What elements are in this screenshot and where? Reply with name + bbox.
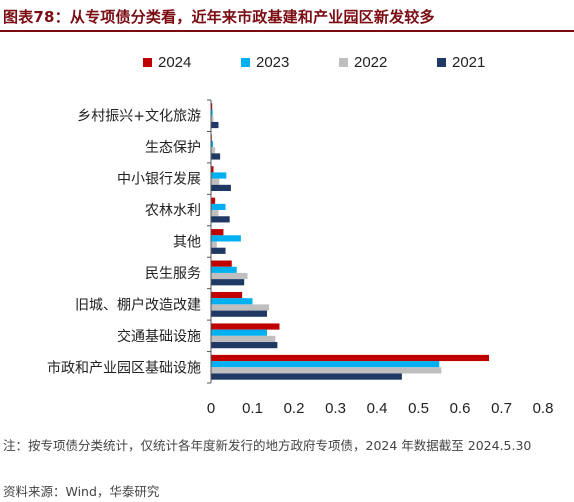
bar-2024 xyxy=(211,354,490,362)
y-tick-label: 生态保护 xyxy=(145,140,201,156)
bar-2021 xyxy=(211,373,402,380)
y-tick-label: 中小银行发展 xyxy=(117,172,201,188)
bar-2023 xyxy=(211,298,253,305)
x-tick-label: 0.2 xyxy=(284,400,305,417)
bar-2024 xyxy=(211,323,280,330)
legend-swatch xyxy=(437,57,446,67)
bar-2023 xyxy=(211,140,214,148)
y-tick-label: 民生服务 xyxy=(145,266,201,282)
chart-note: 注：按专项债分类统计，仅统计各年度新发行的地方政府专项债，2024 年数据截至 … xyxy=(3,438,532,453)
x-tick-label: 0.8 xyxy=(533,400,554,417)
bar-2022 xyxy=(211,210,219,217)
bar-2024 xyxy=(211,229,224,236)
bar-2022 xyxy=(211,115,214,122)
bar-2022 xyxy=(211,241,217,248)
y-tick-label: 交通基础设施 xyxy=(117,328,201,345)
bar-2021 xyxy=(211,121,219,129)
legend-item-2022: 2022 xyxy=(339,52,387,72)
chart-source: 资料来源：Wind，华泰研究 xyxy=(3,484,160,499)
y-tick-label: 乡村振兴+文化旅游 xyxy=(77,109,201,125)
y-tick-label: 市政和产业园区基础设施 xyxy=(47,359,201,376)
legend-label: 2021 xyxy=(452,53,486,71)
bar-2021 xyxy=(211,279,245,286)
bar-2022 xyxy=(211,147,216,154)
bar-2024 xyxy=(211,291,243,299)
legend-swatch xyxy=(143,57,152,67)
legend-label: 2022 xyxy=(354,53,388,71)
legend-label: 2024 xyxy=(158,53,192,71)
y-tick-label: 旧城、棚户改造改建 xyxy=(75,296,201,313)
x-tick-label: 0.4 xyxy=(367,400,388,417)
bar-2022 xyxy=(211,272,248,280)
bar-2021 xyxy=(211,216,230,223)
bar-2023 xyxy=(211,235,241,242)
bar-2023 xyxy=(211,266,237,273)
bar-2023 xyxy=(211,172,227,179)
bar-2024 xyxy=(211,197,216,204)
legend-item-2024: 2024 xyxy=(143,52,191,72)
bar-2022 xyxy=(211,367,442,374)
bar-2023 xyxy=(211,361,440,368)
bar-2022 xyxy=(211,304,270,311)
bar-2022 xyxy=(211,335,276,343)
bar-2022 xyxy=(211,178,220,185)
bar-2021 xyxy=(211,247,226,254)
bar-2021 xyxy=(211,310,268,317)
bar-2021 xyxy=(211,153,221,160)
x-tick-label: 0.5 xyxy=(408,400,429,417)
bar-chart: 乡村振兴+文化旅游生态保护中小银行发展农林水利其他民生服务旧城、棚户改造改建交通… xyxy=(47,99,554,417)
x-tick-label: 0.1 xyxy=(242,400,263,417)
x-tick-label: 0.7 xyxy=(491,400,512,417)
legend-item-2021: 2021 xyxy=(437,52,485,72)
legend-swatch xyxy=(241,57,250,67)
bar-2024 xyxy=(211,166,214,173)
bar-2023 xyxy=(211,203,226,211)
x-tick-label: 0 xyxy=(207,400,215,417)
legend-label: 2023 xyxy=(256,53,290,71)
bar-2021 xyxy=(211,184,231,192)
bar-2023 xyxy=(211,109,213,116)
bar-2024 xyxy=(211,260,232,267)
legend-swatch xyxy=(339,57,348,67)
chart-title: 图表78：从专项债分类看，近年来市政基建和产业园区新发较多 xyxy=(3,8,435,26)
y-tick-label: 农林水利 xyxy=(145,203,201,219)
y-tick-label: 其他 xyxy=(173,235,201,251)
bar-2021 xyxy=(211,342,278,349)
x-tick-label: 0.6 xyxy=(450,400,471,417)
legend: 2024 2023 2022 2021 xyxy=(0,52,574,72)
bar-2024 xyxy=(211,103,213,110)
bar-2023 xyxy=(211,329,268,336)
legend-item-2023: 2023 xyxy=(241,52,289,72)
title-rule xyxy=(0,30,574,32)
x-tick-label: 0.3 xyxy=(325,400,346,417)
